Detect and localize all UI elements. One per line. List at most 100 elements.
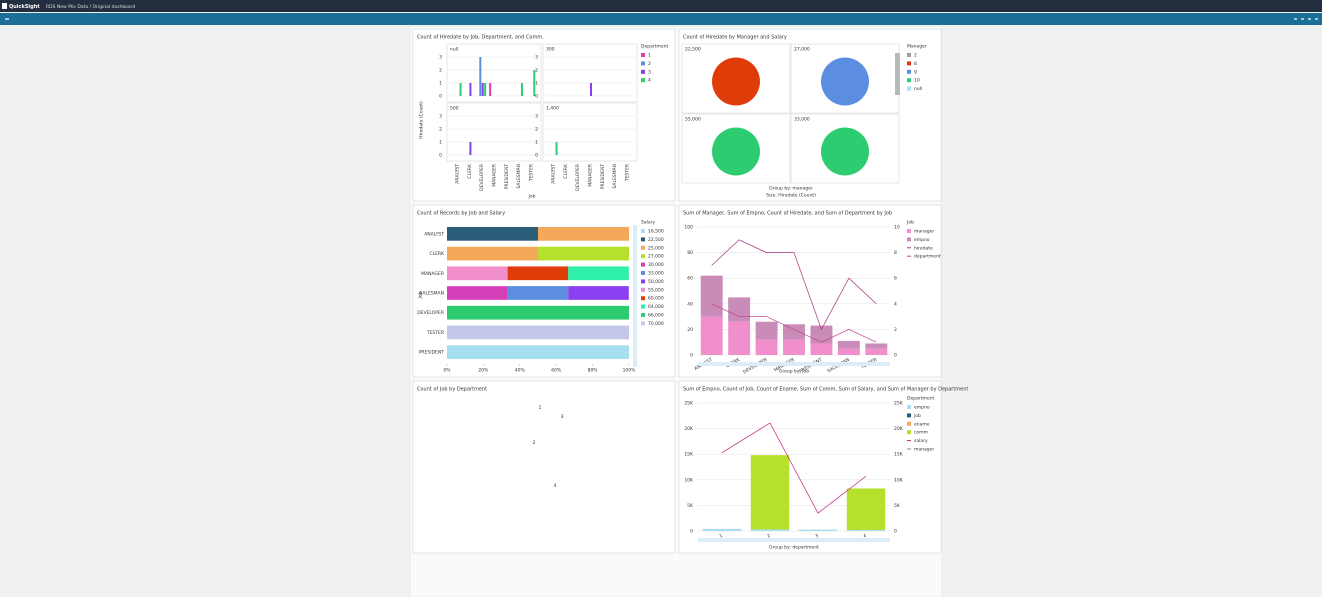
legend-label[interactable]: 8 <box>914 61 917 67</box>
y-tick-label: 1 <box>535 81 538 87</box>
legend-marker <box>641 53 645 57</box>
bar-segment[interactable] <box>447 266 508 281</box>
y-tick-label: 0 <box>894 353 897 359</box>
y-tick-label: 2 <box>439 68 442 74</box>
legend-label[interactable]: 33,000 <box>648 271 664 277</box>
bar[interactable] <box>700 275 723 317</box>
bar[interactable] <box>865 348 888 355</box>
legend-title: Department <box>641 44 668 50</box>
bar-segment[interactable] <box>507 266 569 281</box>
bar-segment[interactable] <box>538 246 629 261</box>
legend-marker <box>641 61 645 66</box>
bar[interactable] <box>783 324 805 340</box>
bar-segment[interactable] <box>568 286 629 300</box>
bar[interactable] <box>798 529 838 531</box>
bar[interactable] <box>846 529 886 531</box>
legend-label[interactable]: 27,000 <box>648 254 664 260</box>
legend-marker <box>907 69 911 74</box>
legend-label[interactable]: hiredate <box>914 245 933 251</box>
legend-title: Manager <box>907 44 927 50</box>
legend-label[interactable]: empno <box>914 238 930 243</box>
legend-label[interactable]: 50,000 <box>648 279 664 285</box>
bar-segment[interactable] <box>538 227 629 241</box>
legend-label[interactable]: manager <box>914 447 934 453</box>
bubble[interactable] <box>712 127 760 176</box>
bar-segment[interactable] <box>447 345 629 359</box>
bubble[interactable] <box>821 127 869 176</box>
legend-label[interactable]: 9 <box>914 69 917 75</box>
legend-label[interactable]: ename <box>914 422 930 427</box>
legend-label[interactable]: 2 <box>914 53 917 59</box>
y-tick-label: TESTER <box>426 330 444 336</box>
bar[interactable] <box>702 528 742 531</box>
x-tick-label: PRESIDENT <box>600 164 606 190</box>
bar[interactable] <box>750 455 790 530</box>
legend-label[interactable]: 55,000 <box>648 287 664 293</box>
legend-label[interactable]: 1 <box>648 53 651 59</box>
legend-marker <box>641 271 645 275</box>
legend-label[interactable]: 64,000 <box>648 304 664 310</box>
legend-label[interactable]: null <box>914 86 922 92</box>
axis-title: Job <box>528 194 536 200</box>
bar-segment[interactable] <box>507 286 569 300</box>
legend-label[interactable]: 4 <box>648 78 651 84</box>
legend-label[interactable]: 2 <box>648 61 651 67</box>
x-tick-label: TESTER <box>528 164 534 182</box>
bar-segment[interactable] <box>447 246 538 261</box>
y-tick-label: 1 <box>535 140 538 146</box>
bar[interactable] <box>728 297 751 322</box>
legend-label[interactable]: 66,000 <box>648 313 664 319</box>
legend-marker <box>907 430 911 435</box>
legend-label[interactable]: comm <box>914 431 928 436</box>
bar-segment[interactable] <box>447 227 538 241</box>
breadcrumb[interactable]: RDS New Mix Data / Original dashboard <box>46 4 135 10</box>
legend-label[interactable]: 10 <box>914 78 920 84</box>
legend-label[interactable]: 60,000 <box>648 296 664 302</box>
bar-segment[interactable] <box>447 325 629 340</box>
bar[interactable] <box>783 339 805 355</box>
y-tick-label: 2 <box>439 127 442 133</box>
bubble[interactable] <box>712 57 760 106</box>
bar[interactable] <box>837 348 860 355</box>
visual-title: Sum of Empno, Count of Job, Count of Ena… <box>683 387 968 393</box>
legend-label[interactable]: 16,500 <box>648 229 664 235</box>
scrollbar <box>895 53 900 95</box>
x-tick-label: DEVELOPER <box>479 164 485 191</box>
word[interactable]: 1 <box>539 405 542 411</box>
panel <box>542 102 638 162</box>
word[interactable]: 4 <box>554 483 557 489</box>
bar[interactable] <box>865 343 888 349</box>
bar[interactable] <box>837 340 860 349</box>
bar[interactable] <box>810 343 833 355</box>
word[interactable]: 2 <box>533 440 536 446</box>
legend-label[interactable]: job <box>913 413 921 419</box>
bar[interactable] <box>755 321 778 340</box>
legend-label[interactable]: 3 <box>648 69 651 75</box>
legend-label[interactable]: empno <box>914 406 930 411</box>
legend-label[interactable]: 70,000 <box>648 321 664 327</box>
bar-segment[interactable] <box>447 286 508 300</box>
bubble[interactable] <box>821 57 869 106</box>
legend-label[interactable]: 22,500 <box>648 237 664 243</box>
y-tick-label: 10K <box>894 477 904 483</box>
legend-label[interactable]: manager <box>914 229 934 235</box>
bar[interactable] <box>846 488 886 530</box>
legend-label[interactable]: 30,000 <box>648 262 664 268</box>
word[interactable]: 3 <box>561 414 564 420</box>
y-tick-label: 0 <box>439 153 442 159</box>
bar-segment[interactable] <box>447 305 629 320</box>
bar-segment[interactable] <box>568 266 629 281</box>
line <box>711 303 877 343</box>
bar[interactable] <box>750 529 790 531</box>
legend-label[interactable]: salary <box>914 438 928 444</box>
bar[interactable] <box>728 321 751 355</box>
legend-label[interactable]: department <box>914 254 941 260</box>
bar[interactable] <box>810 325 833 344</box>
legend-marker <box>641 229 645 233</box>
bar[interactable] <box>755 339 778 355</box>
y-tick-label: 1 <box>439 140 442 146</box>
bar[interactable] <box>700 316 723 355</box>
y-tick-label: 25K <box>894 401 904 407</box>
panel <box>446 102 542 162</box>
legend-label[interactable]: 25,000 <box>648 245 664 251</box>
